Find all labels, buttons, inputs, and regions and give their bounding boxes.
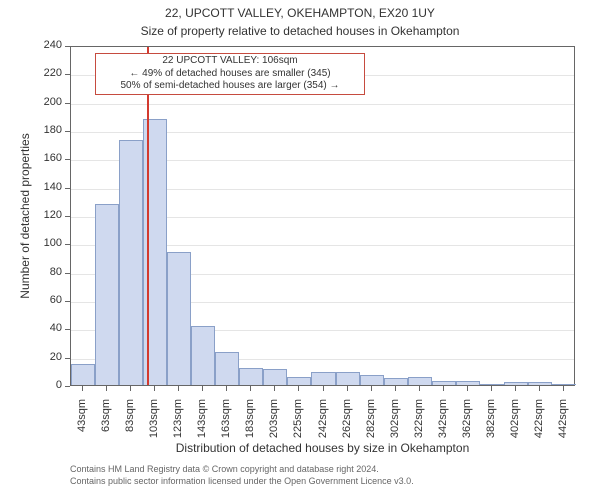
histogram-bar [552,384,576,385]
histogram-bar [432,381,456,385]
histogram-bar [384,378,408,385]
x-tick-mark [298,386,299,391]
annotation-line: 50% of semi-detached houses are larger (… [102,80,358,93]
x-tick-mark [395,386,396,391]
y-tick-mark [65,74,70,75]
y-tick-mark [65,131,70,132]
histogram-bar [191,326,215,386]
histogram-bar [287,377,311,386]
histogram-bar [71,364,95,385]
x-tick-mark [467,386,468,391]
x-tick-mark [154,386,155,391]
plot-area [70,46,575,386]
x-tick-mark [563,386,564,391]
chart-title-1: 22, UPCOTT VALLEY, OKEHAMPTON, EX20 1UY [0,6,600,20]
histogram-bar [215,352,239,385]
x-tick-mark [82,386,83,391]
chart-title-2: Size of property relative to detached ho… [0,24,600,38]
y-tick-mark [65,46,70,47]
x-tick-mark [539,386,540,391]
y-tick-label: 180 [32,124,62,136]
x-tick-mark [419,386,420,391]
y-tick-label: 20 [32,351,62,363]
footer-line-2: Contains public sector information licen… [70,476,414,486]
y-tick-mark [65,358,70,359]
y-tick-mark [65,103,70,104]
histogram-bar [408,377,432,386]
x-tick-mark [347,386,348,391]
x-tick-mark [491,386,492,391]
y-tick-mark [65,301,70,302]
y-tick-mark [65,244,70,245]
x-tick-mark [226,386,227,391]
histogram-bar [336,372,360,385]
histogram-bar [119,140,143,385]
x-tick-mark [106,386,107,391]
y-tick-label: 220 [32,67,62,79]
histogram-bar [360,375,384,385]
x-axis-label: Distribution of detached houses by size … [70,441,575,455]
x-tick-mark [130,386,131,391]
y-tick-label: 80 [32,266,62,278]
x-tick-mark [250,386,251,391]
histogram-bar [504,382,528,385]
y-tick-mark [65,386,70,387]
histogram-bar [528,382,552,385]
y-tick-label: 100 [32,237,62,249]
x-tick-mark [202,386,203,391]
y-tick-label: 0 [32,379,62,391]
histogram-bar [456,381,480,385]
histogram-bar [263,369,287,385]
y-tick-mark [65,188,70,189]
histogram-bar [311,372,335,385]
x-tick-mark [371,386,372,391]
y-tick-label: 140 [32,181,62,193]
y-tick-label: 120 [32,209,62,221]
annotation-line: ← 49% of detached houses are smaller (34… [102,68,358,81]
y-axis-label: Number of detached properties [18,46,32,386]
x-tick-mark [178,386,179,391]
annotation-line: 22 UPCOTT VALLEY: 106sqm [102,55,358,68]
y-tick-mark [65,216,70,217]
histogram-bar [480,384,504,385]
histogram-bar [95,204,119,385]
histogram-bar [239,368,263,385]
y-tick-mark [65,329,70,330]
reference-line [147,47,149,385]
y-tick-mark [65,273,70,274]
y-tick-label: 200 [32,96,62,108]
y-tick-label: 160 [32,152,62,164]
y-tick-label: 240 [32,39,62,51]
x-tick-mark [323,386,324,391]
y-tick-label: 60 [32,294,62,306]
x-tick-mark [443,386,444,391]
y-tick-label: 40 [32,322,62,334]
y-tick-mark [65,159,70,160]
x-tick-mark [274,386,275,391]
footer-line-1: Contains HM Land Registry data © Crown c… [70,464,379,474]
x-tick-mark [515,386,516,391]
histogram-bar [167,252,191,385]
annotation-box: 22 UPCOTT VALLEY: 106sqm ← 49% of detach… [95,53,365,95]
